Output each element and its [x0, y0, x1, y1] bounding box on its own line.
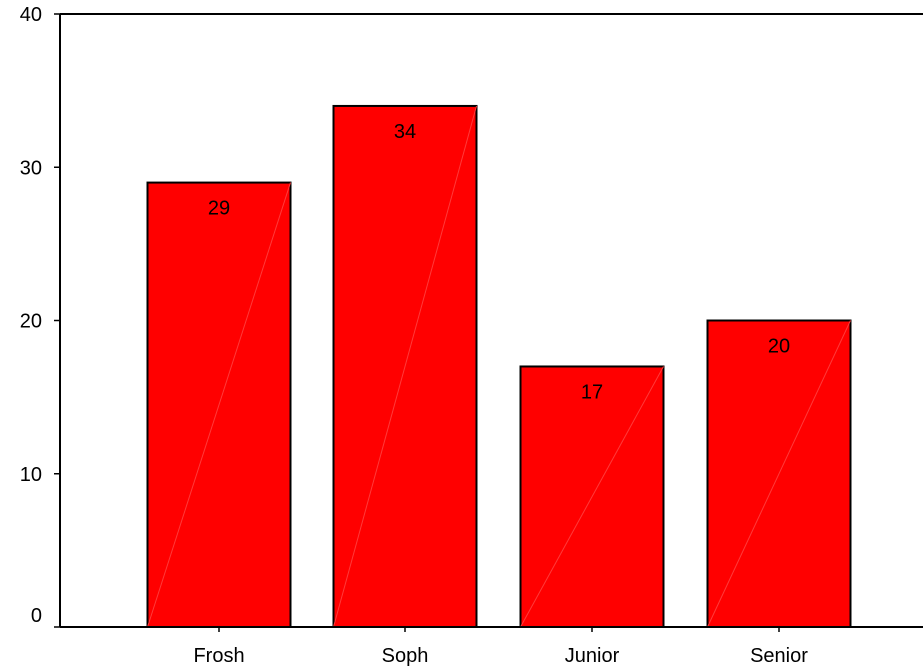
- data-label-soph: 34: [394, 121, 416, 143]
- x-tick-label-frosh: Frosh: [193, 645, 244, 667]
- data-label-junior: 17: [581, 381, 603, 403]
- bar-shading-line: [520, 366, 664, 628]
- x-tick-label-soph: Soph: [382, 645, 429, 667]
- y-tick-label: 10: [20, 464, 42, 486]
- bar-shading-line: [147, 182, 291, 628]
- bar-shading-line: [333, 105, 477, 628]
- y-tick-label: 20: [20, 311, 42, 333]
- bars-group: [146, 104, 852, 628]
- x-tick-label-junior: Junior: [565, 645, 620, 667]
- x-labels-group: Frosh Soph Junior Senior: [193, 627, 808, 667]
- data-label-senior: 20: [768, 336, 790, 358]
- bar-shading-line: [707, 320, 851, 628]
- y-tick-label: 40: [20, 4, 42, 26]
- data-labels-group: 29 34 17 20: [208, 121, 790, 404]
- data-label-frosh: 29: [208, 198, 230, 220]
- y-tick-label: 0: [31, 605, 42, 627]
- y-ticks-group: 0 10 20 30 40: [20, 4, 60, 628]
- y-tick-label: 30: [20, 157, 42, 179]
- x-tick-label-senior: Senior: [750, 645, 808, 667]
